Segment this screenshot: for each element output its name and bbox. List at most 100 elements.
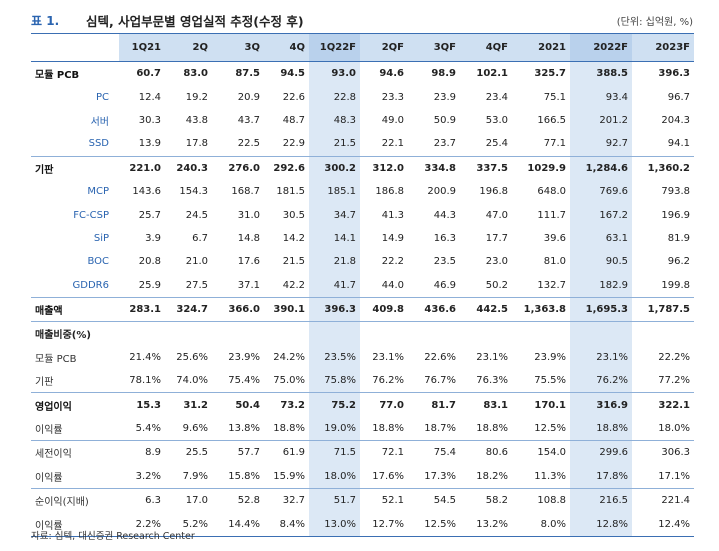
table-cell: 322.1: [632, 392, 694, 417]
table-cell: [460, 321, 512, 346]
table-cell: [119, 321, 165, 346]
table-cell: [512, 321, 570, 346]
table-row: 순이익(지배) 6.3 17.0 52.8 32.7 51.7 52.1 54.5 58.2 10…: [31, 488, 694, 513]
table-cell: [264, 321, 309, 346]
table-cell: 23.7: [433, 138, 456, 150]
table-row: 세전이익 8.9 25.5 57.7 61.9 71.5 72.1 75.4 80.6 154.0…: [31, 440, 694, 465]
earnings-table: 1Q21 2Q 3Q 4Q 1Q22F 2QF 3QF 4QF 2021 2022F 2023F 모…: [31, 33, 694, 537]
table-cell: 58.2: [460, 488, 512, 513]
table-cell: 648.0: [537, 186, 566, 198]
table-cell: 18.8%: [273, 423, 305, 435]
row-label: 매출비중(%): [31, 321, 119, 346]
table-cell: 31.0: [237, 209, 260, 221]
table-cell: 442.5: [460, 296, 512, 322]
table-cell: 23.3: [381, 91, 404, 103]
table-cell: 1,284.6: [570, 155, 632, 180]
table-cell: 17.3%: [424, 470, 456, 482]
table-cell: 186.8: [375, 186, 404, 198]
table-cell: 93.0: [309, 61, 360, 86]
table-cell: 19.2: [185, 91, 208, 103]
table-cell: 769.6: [570, 179, 632, 204]
table-cell: 92.7: [570, 132, 632, 157]
row-label: 기판: [35, 377, 54, 389]
row-label: 모듈 PCB: [35, 353, 77, 365]
table-cell: 23.9%: [534, 351, 566, 363]
table-cell: 81.9: [667, 232, 690, 244]
table-cell: 15.8%: [228, 470, 260, 482]
table-cell: 22.8: [309, 85, 360, 109]
table-cell: [309, 321, 360, 346]
table-cell: 3.9: [145, 232, 161, 244]
table-cell: 63.1: [570, 226, 632, 251]
table-cell: 23.1%: [372, 351, 404, 363]
table-cell: 41.3: [381, 209, 404, 221]
table-cell: 37.1: [237, 279, 260, 291]
table-cell: 167.2: [570, 203, 632, 227]
table-cell: 43.8: [185, 114, 208, 126]
table-cell: 22.6%: [424, 351, 456, 363]
table-cell: 204.3: [661, 114, 690, 126]
table-cell: 102.1: [460, 61, 512, 86]
table-cell: 292.6: [264, 155, 309, 180]
table-cell: 75.4: [408, 440, 460, 465]
table-cell: 80.6: [460, 440, 512, 465]
row-label: SSD: [88, 138, 109, 150]
row-label: PC: [95, 91, 109, 103]
table-cell: 13.0%: [309, 512, 360, 537]
table-cell: 1,360.2: [632, 155, 694, 180]
table-cell: 53.0: [485, 114, 508, 126]
table-cell: 76.7%: [424, 375, 456, 387]
table-cell: 93.4: [570, 85, 632, 109]
table-cell: 18.8%: [570, 416, 632, 441]
table-cell: 75.5%: [534, 375, 566, 387]
table-cell: 24.2%: [273, 351, 305, 363]
table-cell: 73.2: [264, 392, 309, 417]
table-cell: 21.8: [309, 250, 360, 274]
row-label: SiP: [93, 232, 109, 244]
row-label: 매출액: [31, 296, 119, 322]
table-cell: 9.6%: [182, 423, 208, 435]
table-cell: 154.0: [512, 440, 570, 465]
table-cell: 75.2: [309, 392, 360, 417]
table-cell: 199.8: [661, 279, 690, 291]
row-label: 서버: [90, 116, 109, 128]
table-cell: [570, 321, 632, 346]
column-header: 1Q21: [119, 33, 165, 62]
table-cell: 52.1: [360, 488, 408, 513]
table-cell: 436.6: [408, 296, 460, 322]
table-cell: 8.4%: [264, 512, 309, 537]
table-cell: 54.5: [408, 488, 460, 513]
row-label: 순이익(지배): [31, 488, 119, 513]
table-cell: 16.3: [433, 232, 456, 244]
table-cell: 15.3: [119, 392, 165, 417]
table-cell: 76.2%: [372, 375, 404, 387]
table-cell: 94.5: [264, 61, 309, 86]
table-cell: 76.2%: [570, 369, 632, 393]
header-row: 1Q21 2Q 3Q 4Q 1Q22F 2QF 3QF 4QF 2021 2022F 2023F: [31, 33, 694, 62]
table-cell: 1,695.3: [570, 296, 632, 322]
table-cell: 23.5: [433, 256, 456, 268]
table-cell: [212, 321, 264, 346]
table-cell: 14.1: [309, 226, 360, 251]
table-cell: 108.8: [512, 488, 570, 513]
table-cell: 50.4: [212, 392, 264, 417]
table-cell: 17.0: [165, 488, 212, 513]
row-label: MCP: [87, 186, 109, 198]
table-cell: 60.7: [119, 61, 165, 86]
table-cell: 12.8%: [570, 512, 632, 537]
table-cell: 81.7: [408, 392, 460, 417]
table-cell: 25.9: [138, 279, 161, 291]
table-cell: 181.5: [276, 186, 305, 198]
source-note: 자료: 심텍, 대신증권 Research Center: [31, 531, 195, 542]
table-cell: 316.9: [570, 392, 632, 417]
table-cell: 44.3: [433, 209, 456, 221]
table-cell: 13.2%: [460, 512, 512, 537]
table-cell: 15.9%: [273, 470, 305, 482]
table-cell: 96.2: [667, 256, 690, 268]
table-cell: 47.0: [485, 209, 508, 221]
table-cell: 6.3: [119, 488, 165, 513]
table-row: 이익률 5.4% 9.6% 13.8% 18.8% 19.0% 18.8% 18.7% 18.8…: [31, 416, 694, 441]
table-cell: 34.7: [309, 203, 360, 227]
table-row: 이익률 3.2% 7.9% 15.8% 15.9% 18.0% 17.6% 17.3% 18.2…: [31, 464, 694, 489]
row-label: 영업이익: [31, 392, 119, 417]
